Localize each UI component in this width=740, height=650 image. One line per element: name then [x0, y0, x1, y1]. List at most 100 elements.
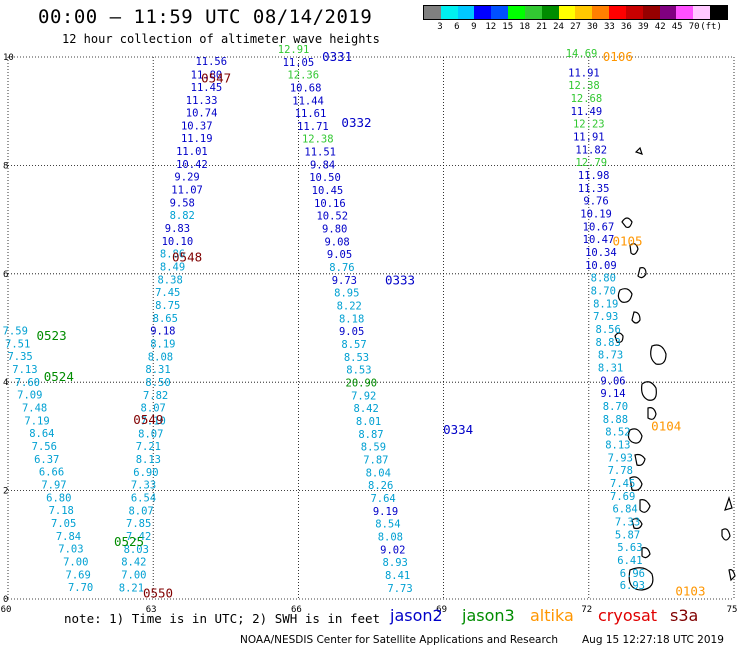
swh-value-label: 8.57	[341, 339, 366, 351]
pass-time-label: 0105	[612, 233, 642, 248]
note-text: note: 1) Time is in UTC; 2) SWH is in fe…	[64, 611, 381, 626]
swh-value-label: 10.68	[290, 83, 322, 95]
swh-value-label: 11.33	[186, 95, 218, 107]
swh-value-label: 8.19	[150, 339, 175, 351]
colorbar-swatch	[642, 6, 660, 19]
swh-value-label: 10.37	[181, 121, 213, 133]
colorbar-label: 33	[603, 22, 615, 32]
x-tick-label: 60	[1, 605, 12, 615]
swh-value-label: 8.59	[361, 441, 386, 453]
swh-value-label: 7.59	[3, 326, 28, 338]
swh-value-label: 7.10	[141, 415, 166, 427]
swh-value-label: 11.56	[195, 56, 227, 68]
pass-time-labels: 0547 0548 0549 0550 0331 0332 0333 0334 0523 0524…	[37, 49, 706, 601]
pass-time-label: 0524	[44, 369, 74, 384]
swh-value-label: 8.41	[385, 570, 410, 582]
swh-value-label: 8.04	[366, 468, 391, 480]
colorbar-label: 42	[654, 22, 666, 32]
colorbar-label: 70	[688, 22, 700, 32]
swh-value-label: 10.34	[585, 247, 617, 259]
swh-value-label: 8.87	[358, 429, 383, 441]
swh-value-label: 11.19	[181, 133, 213, 145]
swh-value-label: 10.42	[176, 159, 208, 171]
coastline-shape	[634, 146, 643, 155]
swh-value-label: 8.38	[157, 275, 182, 287]
swh-value-label: 9.05	[327, 249, 352, 261]
coastline-shape	[631, 518, 643, 530]
swh-value-label: 8.88	[603, 414, 628, 426]
coastline-shape	[628, 567, 654, 591]
colorbar-label: 27	[570, 22, 581, 32]
pass-time-label: 0547	[201, 71, 231, 86]
swh-value-label: 5.87	[615, 529, 640, 541]
colorbar-label: 3	[437, 22, 443, 32]
map-title: 00:00 – 11:59 UTC 08/14/2019	[38, 6, 373, 28]
legend-s3a: s3a	[670, 606, 699, 625]
swh-value-label: 8.49	[160, 262, 185, 274]
swh-value-label: 10.10	[162, 236, 194, 248]
swh-value-label: 8.50	[145, 377, 170, 389]
coastline-shape	[650, 344, 667, 365]
swh-value-label: 7.45	[610, 478, 635, 490]
swh-value-label: 11.91	[568, 68, 600, 80]
swh-value-label: 11.35	[578, 183, 610, 195]
swh-value-label: 7.60	[15, 377, 40, 389]
swh-value-label: 6.37	[34, 454, 59, 466]
pass-time-label: 0103	[675, 583, 705, 598]
swh-value-label: 6.96	[620, 568, 645, 580]
swh-value-label: 10.19	[580, 208, 612, 220]
swh-value-label: 8.52	[605, 426, 630, 438]
swh-value-label: 10.09	[585, 260, 617, 272]
swh-value-label: 8.13	[136, 454, 161, 466]
swh-value-label: 9.06	[600, 375, 625, 387]
swh-value-label: 7.93	[608, 452, 633, 464]
swh-value-label: 8.07	[128, 505, 153, 517]
coastline-shape	[639, 499, 651, 513]
swh-value-label: 10.52	[316, 211, 348, 223]
colorbar-swatch	[424, 6, 441, 19]
swh-value-label: 10.74	[186, 108, 218, 120]
coastline-shape	[647, 407, 657, 420]
swh-value-label: 11.80	[191, 70, 223, 82]
swh-value-label: 11.51	[304, 147, 336, 159]
pass-time-label: 0525	[114, 534, 144, 549]
coastline-shape	[627, 428, 643, 444]
swh-value-label: 10.45	[312, 185, 344, 197]
y-tick-label: 2	[3, 487, 8, 497]
swh-value-label: 8.07	[138, 428, 163, 440]
swh-value-label: 11.71	[297, 121, 329, 133]
swh-value-label: 7.13	[12, 364, 37, 376]
pass-time-label: 0548	[172, 250, 202, 265]
x-tick-label: 66	[291, 605, 302, 615]
swh-value-label: 12.79	[575, 157, 607, 169]
x-tick-label: 63	[146, 605, 157, 615]
swh-value-label: 11.91	[573, 131, 605, 143]
swh-value-label: 8.86	[160, 249, 185, 261]
legend-jason3: jason3	[462, 606, 515, 625]
swh-value-label: 8.54	[375, 518, 400, 530]
pass-time-label: 0550	[143, 586, 173, 601]
swh-value-label: 11.05	[283, 57, 315, 69]
swh-value-label: 8.53	[344, 352, 369, 364]
swh-value-label: 8.26	[368, 480, 393, 492]
swh-value-label: 11.07	[171, 185, 203, 197]
axis-ticks: 60 63 66 69 72 75 0 2 4 6 8 10	[1, 53, 738, 615]
y-tick-label: 0	[3, 595, 8, 605]
swh-value-label: 9.73	[332, 275, 357, 287]
colorbar-swatch	[676, 6, 694, 19]
maldives-coastline	[614, 146, 736, 591]
swh-value-label: 11.82	[575, 144, 607, 156]
swh-value-label: 9.76	[583, 195, 608, 207]
swh-value-label: 7.18	[49, 505, 74, 517]
swh-value-label: 9.29	[174, 172, 199, 184]
swh-value-label: 11.49	[571, 106, 603, 118]
swh-value-label: 7.05	[51, 518, 76, 530]
swh-value-label: 10.67	[583, 221, 615, 233]
coastline-shape	[724, 496, 733, 511]
swh-value-label: 9.58	[170, 198, 195, 210]
swh-value-label: 7.73	[387, 583, 412, 595]
swh-value-label: 8.83	[596, 337, 621, 349]
colorbar-swatch	[457, 6, 475, 19]
swh-value-label: 8.73	[598, 349, 623, 361]
colorbar-swatch	[541, 6, 559, 19]
